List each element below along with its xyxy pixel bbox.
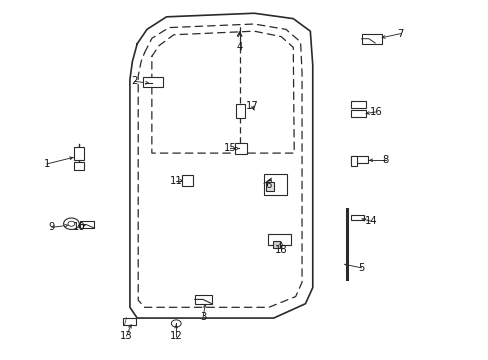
Bar (122, 318, 136, 325)
Bar (264, 174, 287, 195)
Bar (267, 234, 291, 244)
Bar (80, 221, 94, 228)
Bar (361, 34, 381, 44)
Text: 8: 8 (382, 155, 388, 165)
Circle shape (68, 221, 75, 226)
Bar (350, 156, 367, 163)
Text: 7: 7 (397, 29, 403, 39)
Text: 3: 3 (200, 312, 206, 322)
Text: 10: 10 (72, 222, 85, 232)
Bar (143, 77, 162, 87)
Text: 11: 11 (169, 176, 182, 186)
Circle shape (171, 320, 181, 327)
Bar (235, 104, 245, 118)
Text: 4: 4 (236, 42, 242, 52)
Bar (350, 156, 356, 166)
Bar (74, 162, 83, 170)
Text: 9: 9 (49, 222, 55, 232)
Text: 16: 16 (369, 107, 382, 117)
Bar (194, 295, 211, 304)
Circle shape (63, 218, 79, 229)
Bar (350, 110, 366, 117)
Bar (234, 143, 246, 154)
Bar (350, 215, 364, 220)
Bar (74, 147, 83, 160)
Text: 18: 18 (274, 245, 287, 255)
Text: 2: 2 (131, 76, 138, 86)
Text: 15: 15 (223, 143, 236, 153)
Text: 14: 14 (364, 216, 377, 226)
Bar (182, 175, 192, 186)
Bar (350, 101, 366, 108)
Text: 13: 13 (120, 331, 133, 341)
Bar (272, 241, 280, 248)
Bar (266, 182, 273, 191)
Text: 12: 12 (169, 331, 182, 341)
Text: 17: 17 (245, 102, 258, 112)
Text: 1: 1 (44, 159, 50, 169)
Text: 5: 5 (358, 263, 364, 273)
Text: 6: 6 (265, 180, 271, 190)
